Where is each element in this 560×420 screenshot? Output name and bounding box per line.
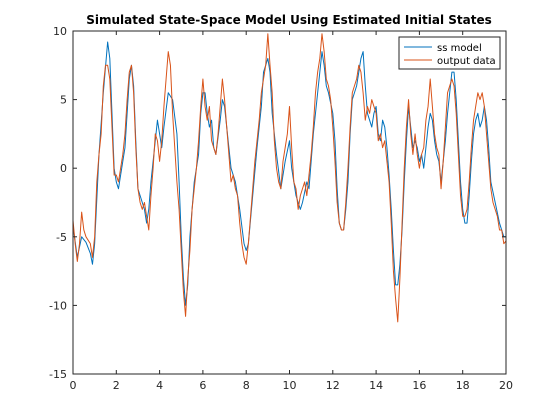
series-line-output-data [73,33,506,323]
y-tick-label: 0 [60,162,67,175]
x-tick-label: 2 [113,379,120,392]
y-tick-label: 10 [53,25,67,38]
x-tick-label: 16 [412,379,426,392]
x-tick-label: 4 [156,379,163,392]
y-tick-label: -5 [56,231,67,244]
y-tick-label: -10 [49,299,67,312]
chart-title: Simulated State-Space Model Using Estima… [86,13,492,27]
x-tick-label: 10 [283,379,297,392]
x-tick-label: 12 [326,379,340,392]
legend-label-output-data: output data [437,56,496,67]
plot-area [73,31,506,374]
legend-box [398,36,501,70]
x-tick-label: 18 [456,379,470,392]
y-tick-label: -15 [49,368,67,381]
x-tick-label: 20 [499,379,513,392]
axes: 0 2 4 6 8 10 12 14 16 18 20 -15 -10 -5 0 5 10 [49,25,513,392]
x-tick-label: 6 [199,379,206,392]
plot-background [73,31,506,374]
legend-label-ss-model: ss model [437,43,482,54]
x-tick-label: 8 [243,379,250,392]
legend: ss model output data [398,36,501,70]
y-tick-label: 5 [60,94,67,107]
x-tick-label: 14 [369,379,383,392]
x-tick-label: 0 [70,379,77,392]
